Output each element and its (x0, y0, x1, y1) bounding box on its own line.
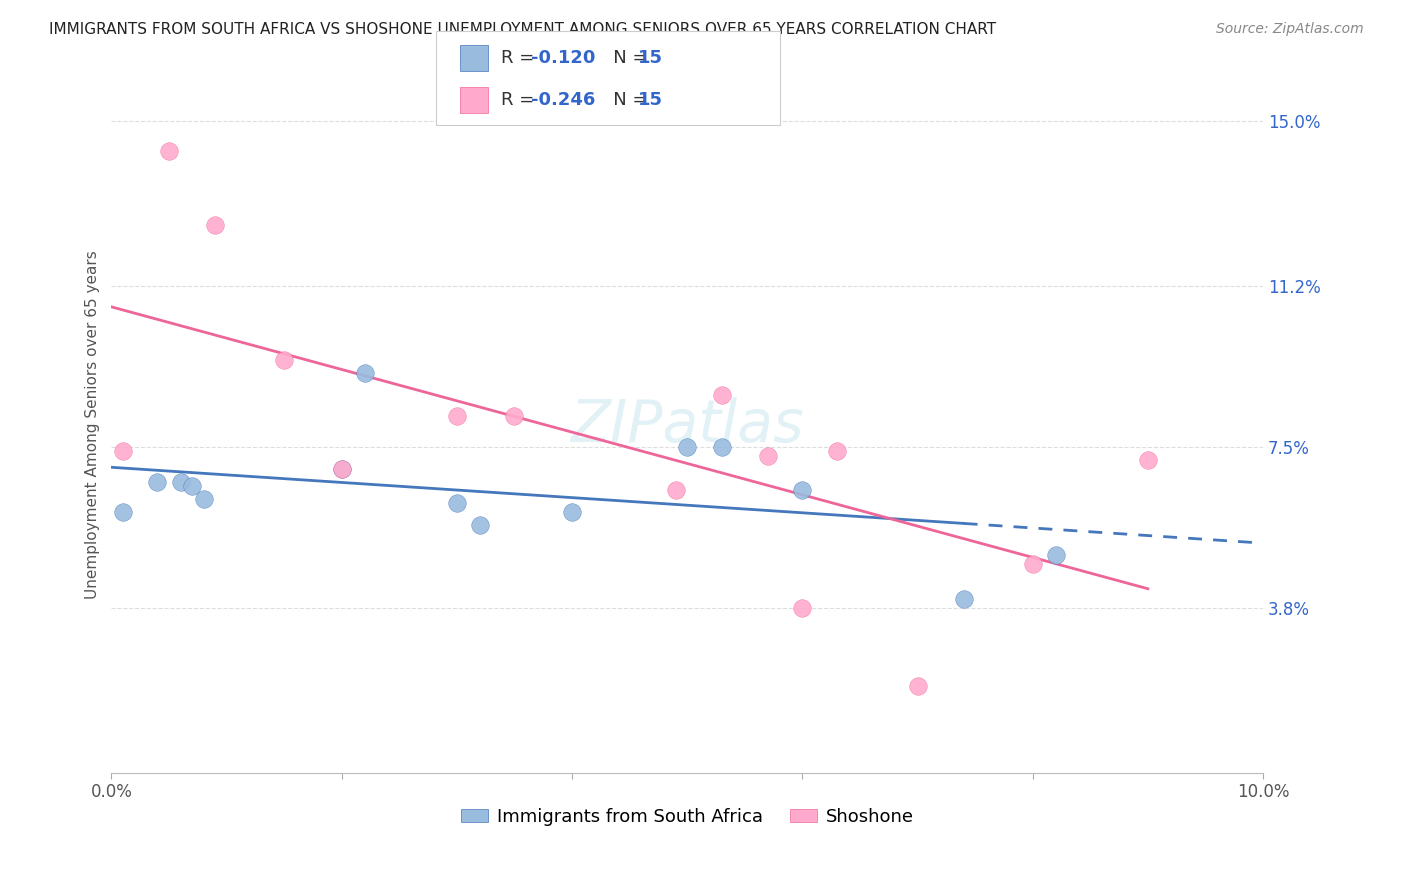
Text: Source: ZipAtlas.com: Source: ZipAtlas.com (1216, 22, 1364, 37)
Point (330, 461, 353, 475)
Point (330, 461, 353, 475)
Point (1045, 549, 1067, 563)
Point (1022, 557, 1045, 571)
Point (710, 387, 733, 401)
Point (468, 518, 491, 533)
Point (503, 409, 526, 424)
Point (665, 483, 688, 498)
Point (825, 444, 848, 458)
Text: ZIPatlas: ZIPatlas (571, 397, 804, 454)
Point (446, 496, 468, 510)
Text: 15: 15 (638, 49, 664, 67)
Point (353, 366, 375, 380)
Point (792, 600, 814, 615)
Point (756, 449, 779, 463)
Point (181, 479, 204, 493)
Point (204, 218, 226, 232)
Text: N =: N = (596, 49, 654, 67)
Point (907, 679, 929, 693)
Point (1136, 453, 1159, 467)
Text: -0.246: -0.246 (531, 91, 596, 109)
Point (193, 491, 215, 506)
Text: R =: R = (501, 49, 540, 67)
Point (792, 483, 814, 498)
Text: N =: N = (596, 91, 654, 109)
Point (561, 505, 583, 519)
Text: 15: 15 (638, 91, 664, 109)
Point (157, 145, 180, 159)
Text: IMMIGRANTS FROM SOUTH AFRICA VS SHOSHONE UNEMPLOYMENT AMONG SENIORS OVER 65 YEAR: IMMIGRANTS FROM SOUTH AFRICA VS SHOSHONE… (49, 22, 997, 37)
Point (146, 475, 169, 489)
Text: R =: R = (501, 91, 540, 109)
Text: -0.120: -0.120 (531, 49, 596, 67)
Point (273, 352, 295, 367)
Point (446, 409, 468, 424)
Y-axis label: Unemployment Among Seniors over 65 years: Unemployment Among Seniors over 65 years (86, 251, 100, 599)
Legend: Immigrants from South Africa, Shoshone: Immigrants from South Africa, Shoshone (453, 801, 921, 833)
Point (952, 591, 974, 606)
Point (169, 475, 191, 489)
Point (111, 444, 134, 458)
Point (676, 440, 699, 454)
Point (710, 440, 733, 454)
Point (111, 505, 134, 519)
